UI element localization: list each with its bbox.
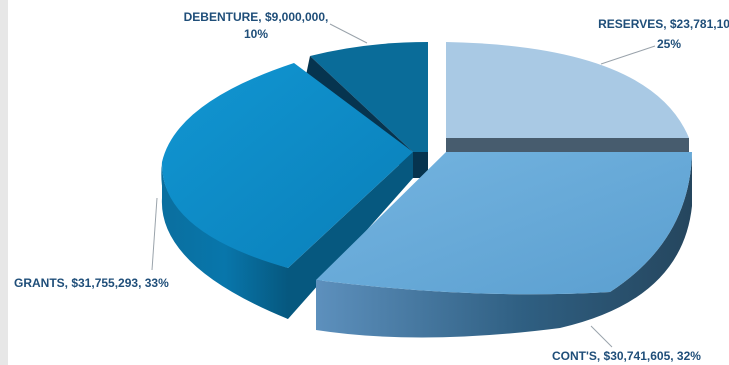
slice-grants-outer-wall (161, 162, 288, 319)
label-reserves-line1: RESERVES, $23,781,103, (598, 17, 729, 31)
slice-grants-top (161, 63, 413, 268)
label-debenture-line1: DEBENTURE, $9,000,000, (184, 10, 329, 24)
label-grants: GRANTS, $31,755,293, 33% (14, 276, 169, 290)
slice-reserves (446, 42, 689, 152)
label-reserves-line2: 25% (657, 37, 681, 51)
slice-reserves-side (446, 138, 689, 152)
slice-debenture-top (310, 42, 428, 152)
slice-conts-side (316, 152, 692, 338)
leader-line-reserves (600, 45, 656, 65)
left-border-strip (0, 0, 8, 365)
label-conts: CONT'S, $30,741,605, 32% (552, 349, 701, 363)
label-debenture-line2: 10% (244, 27, 268, 41)
leader-line-debenture (329, 23, 368, 44)
slice-conts-top (316, 152, 692, 295)
slice-debenture-inner-wall (413, 152, 428, 178)
leader-line-conts (590, 325, 613, 348)
slice-conts (316, 152, 692, 338)
slice-reserves-top (446, 42, 689, 138)
leader-line-grants (151, 197, 158, 271)
